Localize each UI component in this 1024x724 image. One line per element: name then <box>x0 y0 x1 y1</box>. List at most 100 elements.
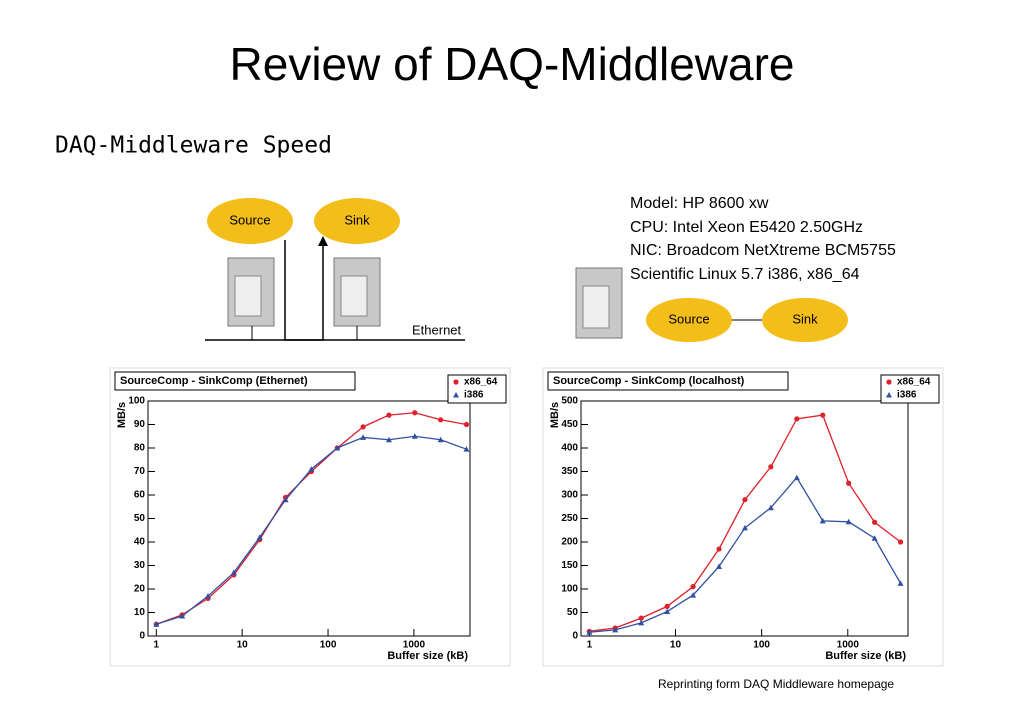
data-point <box>690 584 696 590</box>
y-tick-label: 10 <box>134 607 146 618</box>
y-tick-label: 300 <box>561 490 578 501</box>
legend-label: x86_64 <box>464 377 498 388</box>
legend-marker <box>453 379 459 385</box>
node-label: Sink <box>792 311 818 326</box>
data-point <box>768 464 774 470</box>
x-tick-label: 1 <box>587 640 593 651</box>
y-tick-label: 50 <box>134 513 146 524</box>
data-point <box>793 474 800 481</box>
chart-title: SourceComp - SinkComp (Ethernet) <box>120 375 308 387</box>
server-icon <box>234 275 262 317</box>
data-point <box>282 496 289 503</box>
y-tick-label: 70 <box>134 466 146 477</box>
network-diagram: Source Sink Ethernet <box>205 198 465 341</box>
data-point <box>360 434 367 440</box>
arrowhead <box>318 236 328 246</box>
y-tick-label: 150 <box>561 560 578 571</box>
node-label: Source <box>229 212 270 227</box>
data-point <box>872 519 878 525</box>
data-point <box>205 593 212 599</box>
y-tick-label: 0 <box>572 631 578 642</box>
data-point <box>638 619 645 626</box>
data-point <box>716 546 722 552</box>
data-point <box>360 424 366 430</box>
x-tick-label: 1000 <box>837 640 860 651</box>
y-tick-label: 20 <box>134 584 146 595</box>
data-point <box>871 535 878 541</box>
data-point <box>664 608 671 615</box>
x-tick-label: 1000 <box>403 640 426 651</box>
data-point <box>612 626 619 633</box>
data-point <box>741 524 748 531</box>
legend-marker <box>886 392 892 398</box>
data-point <box>412 410 418 416</box>
x-axis-label: Buffer size (kB) <box>387 650 468 662</box>
x-tick-label: 100 <box>753 640 770 651</box>
data-point <box>463 421 470 428</box>
data-point <box>438 417 444 423</box>
data-point <box>819 517 826 524</box>
data-point <box>742 497 748 503</box>
data-point <box>690 592 697 598</box>
data-point <box>897 539 904 545</box>
legend-label: x86_64 <box>897 377 931 388</box>
y-tick-label: 50 <box>567 607 579 618</box>
data-point <box>437 436 444 443</box>
x-tick-label: 1 <box>154 640 160 651</box>
data-point <box>794 416 800 422</box>
y-tick-label: 450 <box>561 419 578 430</box>
data-point <box>385 436 392 443</box>
spec-line: NIC: Broadcom NetXtreme BCM5755 <box>630 242 896 259</box>
node <box>314 198 400 244</box>
footnote: Reprinting form DAQ Middleware homepage <box>658 677 894 691</box>
node <box>207 198 293 244</box>
spec-line: Scientific Linux 5.7 i386, x86_64 <box>630 266 860 283</box>
y-tick-label: 350 <box>561 466 578 477</box>
y-tick-label: 400 <box>561 443 578 454</box>
spec-line: Model: HP 8600 xw <box>630 195 769 212</box>
data-point <box>463 446 470 452</box>
data-point <box>767 504 774 511</box>
legend-marker <box>886 379 892 385</box>
data-point <box>153 621 160 627</box>
node <box>762 298 848 342</box>
y-tick-label: 40 <box>134 537 146 548</box>
legend-box <box>447 374 507 404</box>
legend-label: i386 <box>897 390 917 401</box>
data-point <box>846 480 852 486</box>
chart-title: SourceComp - SinkComp (localhost) <box>553 375 745 387</box>
chart: SourceComp - SinkComp (Ethernet) MB/s Buff… <box>109 367 511 667</box>
x-tick-label: 10 <box>670 640 682 651</box>
data-point <box>386 412 392 418</box>
network-label: Ethernet <box>412 322 462 337</box>
data-point <box>664 603 670 609</box>
slide-title: Review of DAQ-Middleware <box>230 38 795 90</box>
y-tick-label: 30 <box>134 560 146 571</box>
chart-panel <box>109 367 511 667</box>
chart: SourceComp - SinkComp (localhost) MB/s Buf… <box>542 367 944 667</box>
data-point <box>411 433 418 439</box>
data-point <box>230 569 237 576</box>
y-tick-label: 100 <box>561 584 578 595</box>
y-tick-label: 80 <box>134 443 146 454</box>
node-label: Source <box>668 311 709 326</box>
y-tick-label: 60 <box>134 490 146 501</box>
data-point <box>256 534 263 540</box>
y-tick-label: 0 <box>139 631 145 642</box>
y-tick-label: 200 <box>561 537 578 548</box>
data-point <box>897 580 904 586</box>
local-diagram: Source Sink <box>575 267 848 342</box>
subtitle: DAQ-Middleware Speed <box>55 133 332 159</box>
data-point <box>845 518 852 525</box>
title-box <box>114 371 356 391</box>
legend-marker <box>453 392 459 398</box>
data-point <box>820 412 826 418</box>
y-tick-label: 250 <box>561 513 578 524</box>
data-point <box>638 615 644 621</box>
data-point <box>586 629 593 635</box>
server-icon <box>582 285 610 329</box>
data-point <box>716 563 723 569</box>
title-box <box>547 371 789 391</box>
server-icon <box>340 275 368 317</box>
